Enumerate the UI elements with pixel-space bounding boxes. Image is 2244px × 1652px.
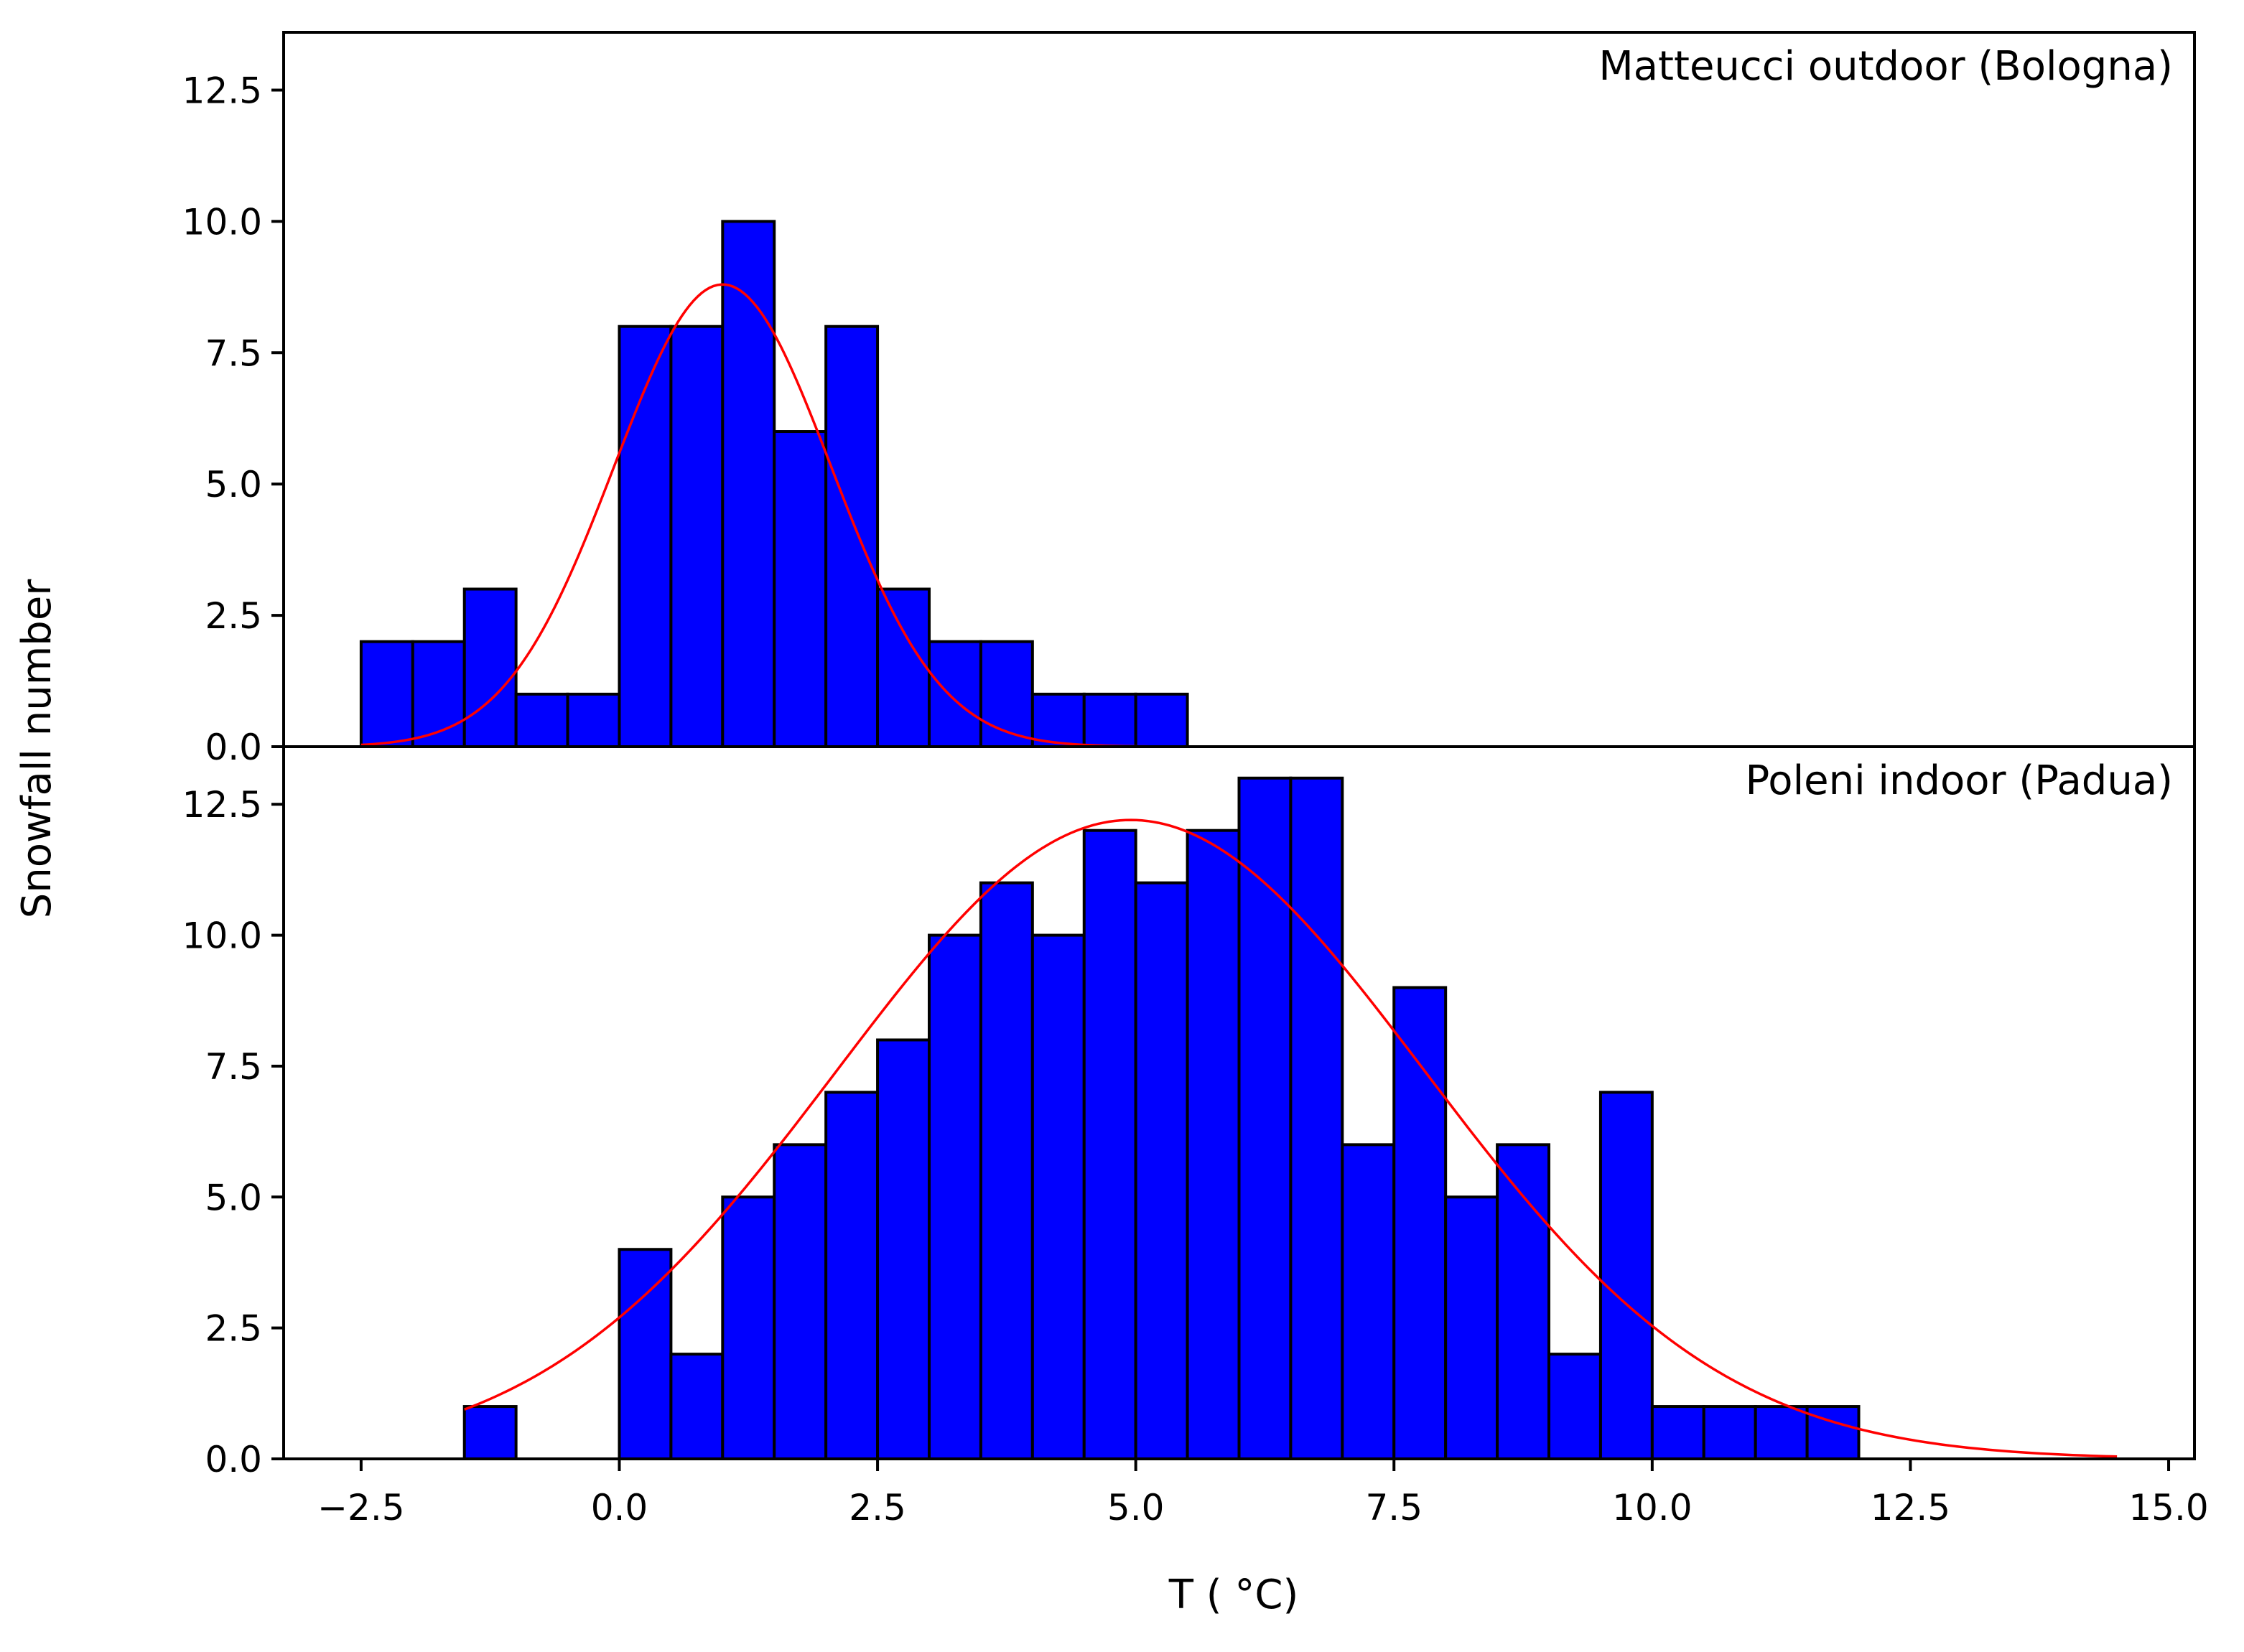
histogram-bar xyxy=(1082,692,1137,749)
x-tick-label: 15.0 xyxy=(2128,1487,2208,1529)
histogram-bar xyxy=(927,640,982,748)
x-tick-label: 7.5 xyxy=(1365,1487,1423,1529)
histogram-bar xyxy=(1030,692,1086,749)
histogram-bar xyxy=(824,325,880,748)
histogram-bar xyxy=(359,640,414,748)
histogram-bar xyxy=(876,587,931,748)
histogram-bar xyxy=(669,325,725,748)
histogram-bar xyxy=(1650,1405,1705,1461)
x-tick-label: −2.5 xyxy=(317,1487,404,1529)
histogram-bar xyxy=(1444,1195,1499,1460)
histogram-bar xyxy=(1754,1405,1809,1461)
histogram-bar xyxy=(462,587,518,748)
histogram-bar xyxy=(721,220,776,749)
histogram-bar xyxy=(669,1353,725,1461)
histogram-bar xyxy=(1341,1143,1396,1460)
y-tick-label: 10.0 xyxy=(182,915,262,957)
histogram-bar xyxy=(618,1248,673,1461)
x-tick-label: 10.0 xyxy=(1612,1487,1692,1529)
histogram-bar xyxy=(927,933,982,1460)
histogram-bar xyxy=(514,692,569,749)
histogram-bar xyxy=(979,881,1034,1461)
histogram-bar xyxy=(566,692,621,749)
histogram-bar xyxy=(462,1405,518,1461)
histogram-bar xyxy=(1237,776,1293,1460)
x-axis-title: T ( °C) xyxy=(1168,1572,1299,1618)
y-tick-label: 7.5 xyxy=(205,332,262,374)
panel-title: Poleni indoor (Padua) xyxy=(1746,757,2173,804)
histogram-bar xyxy=(876,1038,931,1460)
y-tick-label: 0.0 xyxy=(205,1439,262,1480)
panel-1: 0.0 2.5 5.0 7.5 10.0 12.5 Matteucci outdoor (B… xyxy=(182,31,2196,768)
histogram-bar xyxy=(1134,881,1189,1461)
y-tick-label: 12.5 xyxy=(182,784,262,826)
y-tick-label: 5.0 xyxy=(205,464,262,505)
histogram-bar xyxy=(1186,829,1241,1461)
histogram-bar xyxy=(824,1091,880,1460)
y-tick-label: 12.5 xyxy=(182,70,262,111)
y-tick-label: 10.0 xyxy=(182,201,262,243)
gaussian-fit-curve xyxy=(464,818,2118,1458)
y-axis-title: Snowfall number xyxy=(14,579,60,919)
x-tick-label: 2.5 xyxy=(849,1487,906,1529)
histogram-bar xyxy=(773,430,828,748)
y-tick-label: 7.5 xyxy=(205,1046,262,1088)
histogram-bar xyxy=(773,1143,828,1460)
axes-frame xyxy=(282,745,2196,1460)
histogram-bar xyxy=(721,1195,776,1460)
y-tick-label: 2.5 xyxy=(205,1308,262,1350)
x-tick-label: 0.0 xyxy=(591,1487,648,1529)
x-tick-label: 12.5 xyxy=(1871,1487,1950,1529)
histogram-bar xyxy=(1289,776,1344,1460)
histogram-bar xyxy=(1547,1353,1602,1461)
x-tick-label: 5.0 xyxy=(1107,1487,1165,1529)
y-tick-label: 0.0 xyxy=(205,727,262,768)
histogram-bar xyxy=(1598,1091,1654,1460)
y-tick-label: 2.5 xyxy=(205,595,262,637)
histogram-bar xyxy=(1392,986,1448,1460)
histogram-bar xyxy=(1805,1405,1861,1461)
panel-2: 0.0 2.5 5.0 7.5 10.0 12.5 Poleni indoor (Padua… xyxy=(182,745,2196,1480)
panel-title: Matteucci outdoor (Bologna) xyxy=(1598,43,2173,90)
histogram-bar xyxy=(1496,1143,1551,1460)
axes-frame xyxy=(282,31,2196,748)
histogram-bar xyxy=(618,325,673,748)
histogram-bar xyxy=(1134,692,1189,749)
histogram-bar xyxy=(1702,1405,1757,1461)
y-tick-label: 5.0 xyxy=(205,1177,262,1218)
histogram-bar xyxy=(1030,933,1086,1460)
histogram-bar xyxy=(1082,829,1137,1461)
